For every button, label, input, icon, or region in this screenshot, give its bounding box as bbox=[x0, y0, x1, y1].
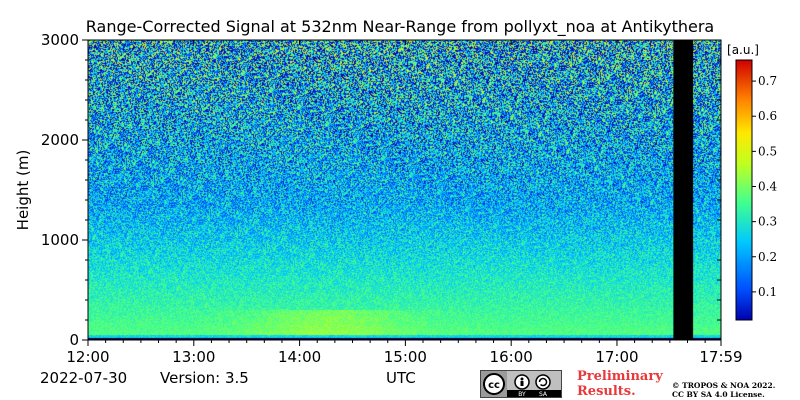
footer-date: 2022-07-30 bbox=[40, 369, 128, 387]
y-tick-label: 3000 bbox=[41, 31, 79, 49]
cc-sa-label: SA bbox=[539, 391, 548, 397]
colorbar-tick-label: 0.4 bbox=[758, 179, 777, 193]
colorbar-ticks: 0.1 0.2 0.3 0.4 0.5 0.6 0.7 bbox=[752, 74, 777, 299]
x-tick-label: 17:59 bbox=[699, 348, 742, 366]
colorbar-tick-label: 0.7 bbox=[758, 74, 777, 88]
cc-license-badge: cc BY SA bbox=[480, 370, 562, 398]
colorbar bbox=[735, 59, 753, 321]
heatmap-field bbox=[88, 40, 721, 340]
colorbar-tick-label: 0.5 bbox=[758, 144, 777, 158]
preliminary-line-2: Results. bbox=[577, 384, 636, 399]
x-tick-label: 15:00 bbox=[384, 348, 427, 366]
cc-by-label: BY bbox=[518, 391, 526, 397]
x-tick-label: 14:00 bbox=[278, 348, 321, 366]
x-tick-label: 16:00 bbox=[490, 348, 533, 366]
colorbar-tick-label: 0.1 bbox=[758, 285, 777, 299]
colorbar-tick-label: 0.6 bbox=[758, 109, 777, 123]
x-tick-label: 13:00 bbox=[172, 348, 215, 366]
copyright-line-1: © TROPOS & NOA 2022. bbox=[672, 381, 776, 390]
colorbar-label: [a.u.] bbox=[727, 43, 759, 57]
copyright-line-2: CC BY SA 4.0 License. bbox=[672, 390, 765, 399]
x-tick-label: 12:00 bbox=[66, 348, 109, 366]
colorbar-tick-label: 0.3 bbox=[758, 215, 777, 229]
cc-logo-text: cc bbox=[488, 380, 500, 391]
y-tick-label: 0 bbox=[69, 331, 79, 349]
axes: 12:00 13:00 14:00 15:00 16:00 17:00 17:59 0 1000… bbox=[41, 31, 743, 366]
copyright-note: © TROPOS & NOA 2022. CC BY SA 4.0 Licens… bbox=[672, 381, 775, 399]
no-data-gap bbox=[673, 40, 693, 340]
y-axis-label: Height (m) bbox=[14, 150, 32, 231]
sa-share-alike-icon bbox=[535, 374, 551, 390]
x-tick-label: 17:00 bbox=[595, 348, 638, 366]
y-tick-label: 1000 bbox=[41, 231, 79, 249]
preliminary-line-1: Preliminary bbox=[577, 369, 663, 384]
chart-title: Range-Corrected Signal at 532nm Near-Ran… bbox=[85, 17, 715, 36]
preliminary-results-note: Preliminary Results. bbox=[577, 369, 663, 399]
x-axis-label: UTC bbox=[386, 369, 416, 387]
plot-frame bbox=[87, 39, 722, 341]
footer-version: Version: 3.5 bbox=[160, 369, 249, 387]
heatmap-image bbox=[88, 40, 721, 340]
y-tick-label: 2000 bbox=[41, 131, 79, 149]
cc-logo-icon bbox=[483, 373, 505, 395]
colorbar-tick-label: 0.2 bbox=[758, 250, 777, 264]
